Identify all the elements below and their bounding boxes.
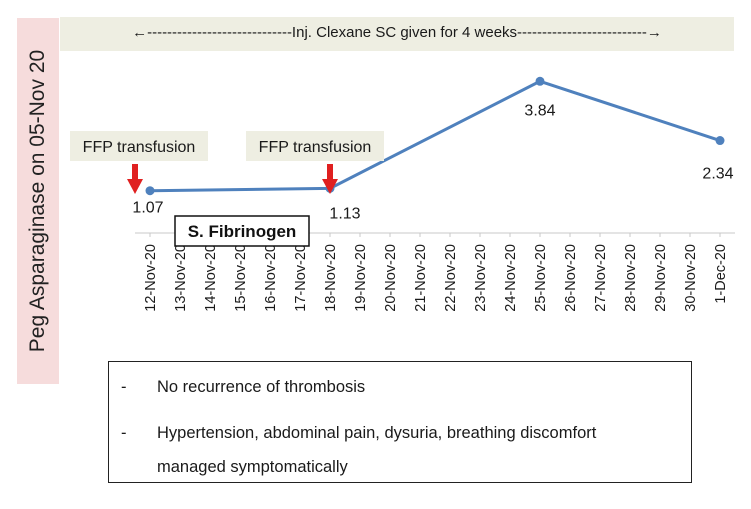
note-text: managed symptomatically (157, 458, 348, 476)
x-tick-label: 29-Nov-20 (653, 244, 669, 312)
treatment-banner-text: ←-----------------------------Inj. Clexa… (132, 24, 662, 41)
fibrinogen-series-line (149, 79, 721, 193)
note-dash: - (121, 424, 127, 442)
x-tick-label: 12-Nov-20 (143, 244, 159, 312)
data-point (145, 186, 155, 196)
x-tick-label: 20-Nov-20 (383, 244, 399, 312)
x-tick-label: 15-Nov-20 (233, 244, 249, 312)
annotation-label: FFP transfusion (259, 139, 372, 156)
x-tick-label: 14-Nov-20 (203, 244, 219, 312)
arrow-head (127, 179, 143, 194)
notes-box: - No recurrence of thrombosis - Hyperten… (108, 361, 692, 483)
x-tick-label: 25-Nov-20 (533, 244, 549, 312)
legend-label: S. Fibrinogen (188, 222, 297, 241)
note-text: No recurrence of thrombosis (157, 378, 366, 396)
legend-box (174, 215, 310, 247)
x-tick-label: 23-Nov-20 (473, 244, 489, 312)
x-tick-label: 1-Dec-20 (713, 244, 729, 304)
x-tick-label: 13-Nov-20 (173, 244, 189, 312)
x-tick-label: 21-Nov-20 (413, 244, 429, 312)
data-label: 2.34 (702, 166, 733, 183)
note-text: Hypertension, abdominal pain, dysuria, b… (157, 424, 597, 442)
data-point (715, 136, 725, 146)
x-tick-label: 27-Nov-20 (593, 244, 609, 312)
x-tick-label: 18-Nov-20 (323, 244, 339, 312)
x-tick-label: 26-Nov-20 (563, 244, 579, 312)
x-tick-label: 17-Nov-20 (293, 244, 309, 312)
annotation-box (70, 131, 208, 161)
data-point (535, 76, 545, 86)
x-tick-label: 30-Nov-20 (683, 244, 699, 312)
treatment-banner: ←-----------------------------Inj. Clexa… (60, 17, 734, 51)
annotation-label: FFP transfusion (83, 139, 196, 156)
x-tick-label: 24-Nov-20 (503, 244, 519, 312)
arrow-shaft (132, 164, 138, 180)
x-tick-label: 19-Nov-20 (353, 244, 369, 312)
data-label: 3.84 (524, 102, 555, 119)
x-tick-label: 22-Nov-20 (443, 244, 459, 312)
annotation-box (246, 131, 384, 161)
arrow-head (322, 179, 338, 194)
data-label: 1.07 (132, 200, 163, 217)
arrow-shaft (327, 164, 333, 180)
note-dash: - (121, 378, 127, 396)
side-label-box: Peg Asparaginase on 05-Nov 20 (17, 18, 59, 384)
x-tick-label: 28-Nov-20 (623, 244, 639, 312)
x-tick-label: 16-Nov-20 (263, 244, 279, 312)
data-label: 1.13 (329, 205, 360, 222)
